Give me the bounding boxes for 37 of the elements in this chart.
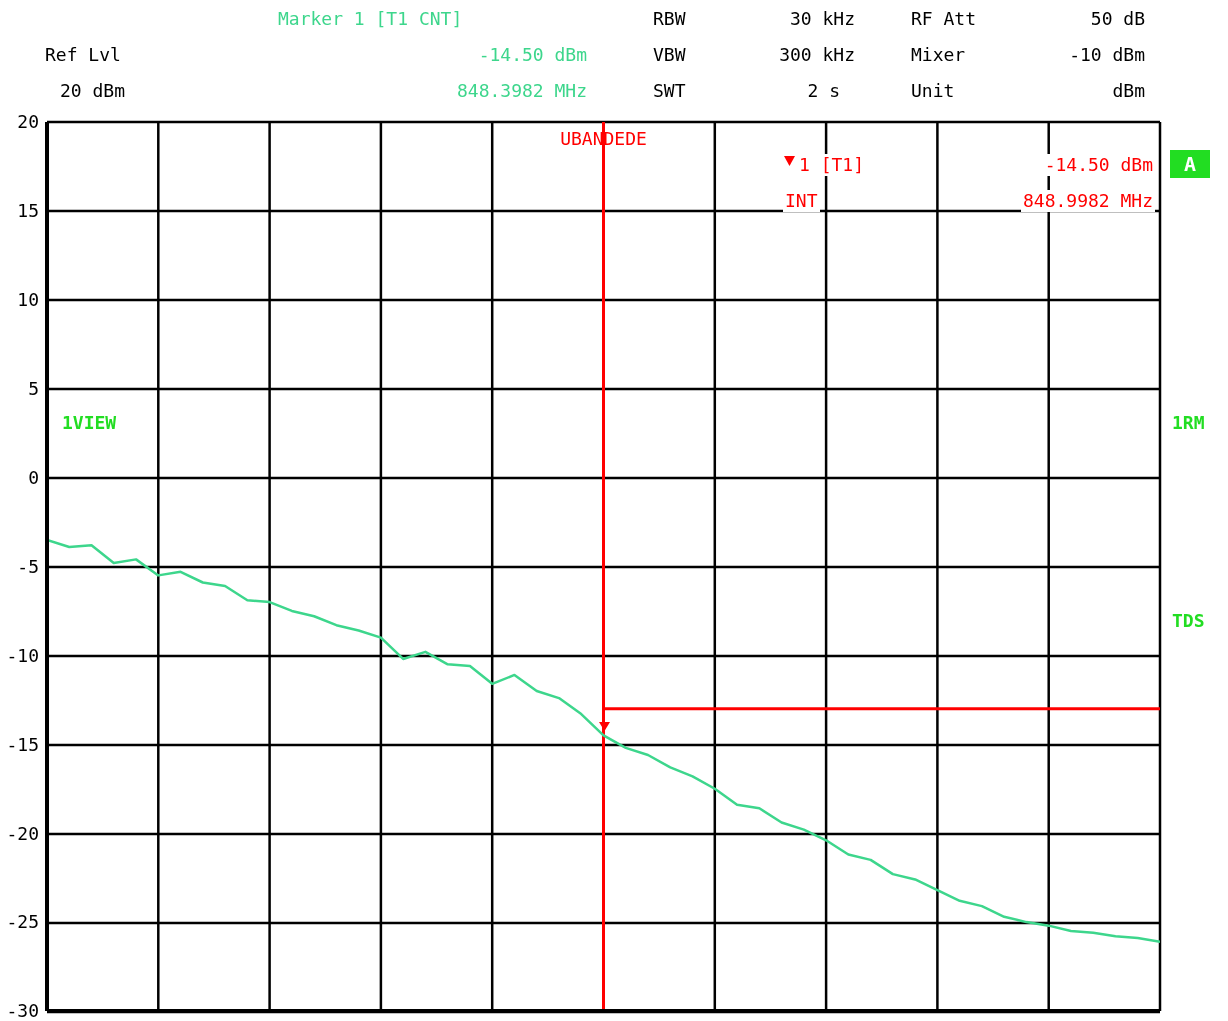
text: A <box>1170 150 1210 178</box>
text: -10 dBm <box>1069 44 1145 66</box>
y-tick-label: -30 <box>6 1000 39 1021</box>
text: 1RM <box>1170 412 1207 434</box>
text: RBW <box>653 8 686 30</box>
text: 30 kHz <box>789 8 855 30</box>
y-tick-label: 10 <box>17 289 39 311</box>
y-tick-label: -10 <box>6 644 39 666</box>
text: Marker 1 [T1 CNT] <box>278 8 463 30</box>
y-tick-label: -5 <box>17 555 39 577</box>
annotation: 1VIEW <box>60 412 119 434</box>
y-tick-label: 0 <box>28 466 39 488</box>
text: 2 s <box>807 80 840 102</box>
y-tick-label: -20 <box>6 822 39 844</box>
y-tick-label: -25 <box>6 911 39 933</box>
text: Ref Lvl <box>45 44 121 66</box>
y-tick-label: 15 <box>17 200 39 222</box>
text: TDS <box>1170 610 1207 632</box>
text: SWT <box>653 80 686 102</box>
text: VBW <box>653 44 686 66</box>
text: Unit <box>911 80 955 102</box>
y-tick-label: 5 <box>28 378 39 400</box>
y-tick-label: 20 <box>17 111 39 133</box>
text: 848.3982 MHz <box>456 80 587 102</box>
annotation: 1 [T1] <box>797 154 867 176</box>
line-series <box>47 538 1160 943</box>
text: 20 dBm <box>60 80 126 102</box>
annotation: 848.9982 MHz <box>1020 190 1155 212</box>
annotation: -14.50 dBm <box>1042 154 1155 176</box>
text: -14.50 dBm <box>478 44 587 66</box>
text: 300 kHz <box>779 44 855 66</box>
text: Mixer <box>911 44 966 66</box>
annotation: INT <box>783 190 820 212</box>
text: RF Att <box>911 8 977 30</box>
y-tick-label: -15 <box>6 733 39 755</box>
text: dBm <box>1112 80 1145 102</box>
text: 50 dB <box>1090 8 1145 30</box>
